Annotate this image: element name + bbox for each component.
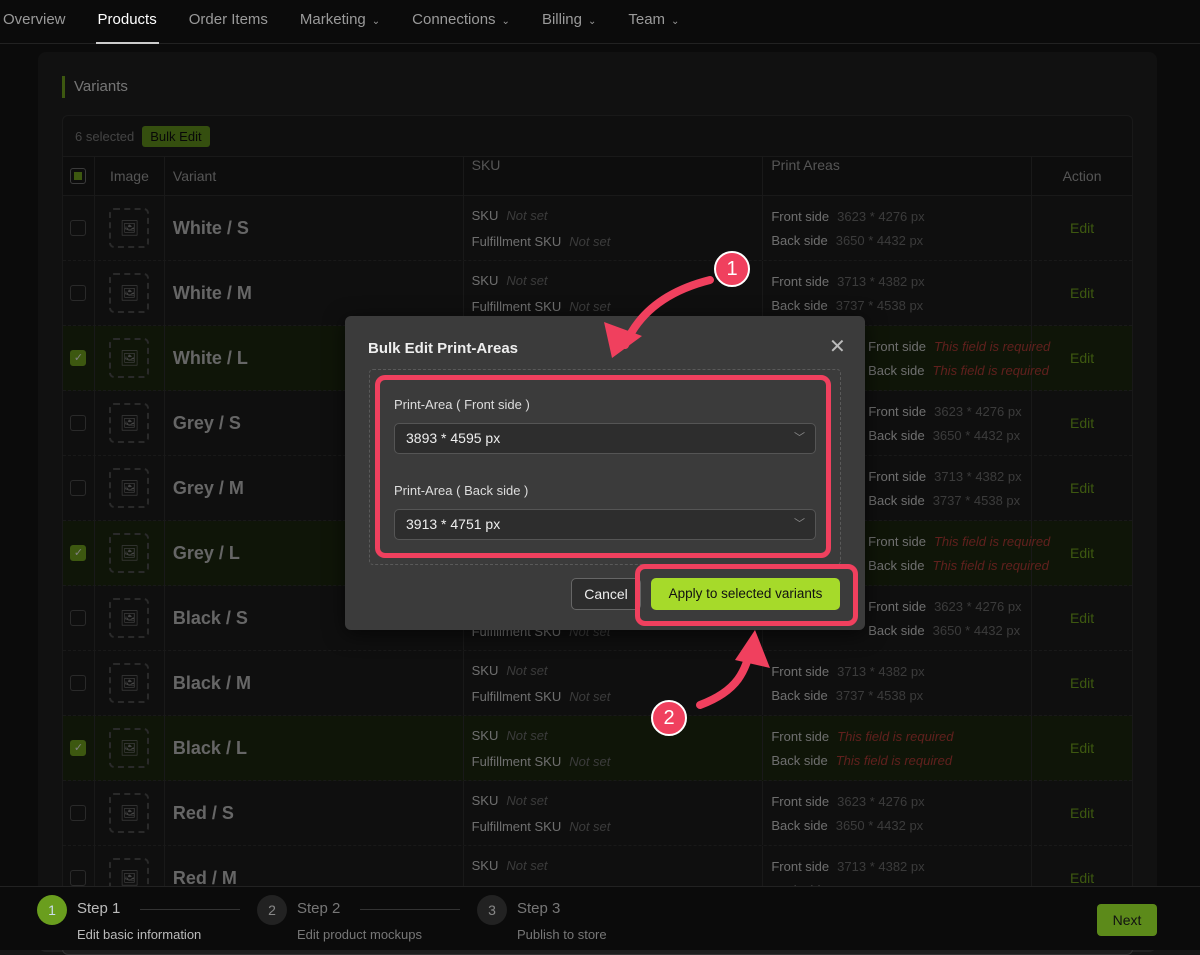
- stepper-footer: 1 Step 1 Edit basic information 2 Step 2 Edi…: [0, 886, 1200, 950]
- back-select[interactable]: 3913 * 4751 px ﹀: [394, 509, 816, 540]
- back-label: Print-Area ( Back side ): [394, 483, 529, 498]
- tab-connections[interactable]: Connections ⌄: [396, 0, 526, 44]
- step-connector: [140, 909, 240, 910]
- next-button[interactable]: Next: [1097, 904, 1157, 936]
- highlight-apply: [635, 564, 858, 626]
- cancel-button[interactable]: Cancel: [571, 578, 641, 610]
- chevron-down-icon: ⌄: [671, 16, 680, 27]
- step-title: Step 1: [77, 900, 121, 917]
- fields-container: [369, 369, 841, 565]
- step-number: 2: [257, 895, 287, 925]
- step-title: Step 3: [517, 900, 561, 917]
- front-label: Print-Area ( Front side ): [394, 397, 530, 412]
- front-select[interactable]: 3893 * 4595 px ﹀: [394, 423, 816, 454]
- close-icon[interactable]: ✕: [829, 336, 846, 358]
- chevron-down-icon: ⌄: [501, 16, 510, 27]
- step-connector: [360, 909, 460, 910]
- tab-billing[interactable]: Billing ⌄: [526, 0, 612, 44]
- tab-marketing[interactable]: Marketing ⌄: [284, 0, 396, 44]
- chevron-down-icon: ﹀: [794, 518, 805, 530]
- front-value: 3893 * 4595 px: [406, 430, 501, 446]
- highlight-fields: [375, 375, 831, 558]
- step-number: 3: [477, 895, 507, 925]
- tab-order-items[interactable]: Order Items: [173, 0, 284, 44]
- arrow-2-head: [735, 630, 770, 668]
- annotation-badge-1: 1: [714, 251, 750, 287]
- tab-team[interactable]: Team ⌄: [612, 0, 695, 44]
- tab-products[interactable]: Products: [82, 0, 173, 44]
- step-desc: Edit basic information: [77, 927, 202, 942]
- tab-label: Billing: [541, 11, 582, 28]
- step-number: 1: [37, 895, 67, 925]
- tab-label: Team: [628, 11, 666, 28]
- arrow-1-head: [604, 322, 642, 358]
- step-desc: Publish to store: [517, 927, 607, 942]
- bulk-edit-modal: Bulk Edit Print-Areas ✕ Print-Area ( Fro…: [345, 316, 865, 630]
- tab-label: Products: [97, 11, 157, 28]
- annotation-badge-2: 2: [651, 700, 687, 736]
- apply-button[interactable]: Apply to selected variants: [651, 578, 840, 610]
- step-desc: Edit product mockups: [297, 927, 423, 942]
- chevron-down-icon: ⌄: [371, 16, 381, 27]
- tab-label: Order Items: [188, 11, 268, 28]
- chevron-down-icon: ﹀: [794, 432, 805, 444]
- tab-label: Connections: [412, 11, 496, 28]
- modal-title: Bulk Edit Print-Areas: [368, 340, 519, 357]
- top-nav: Overview Products Order Items Marketing ⌄ Con…: [0, 0, 1200, 44]
- tab-overview[interactable]: Overview: [0, 0, 82, 44]
- step-title: Step 2: [297, 900, 341, 917]
- tab-label: Overview: [3, 11, 66, 28]
- chevron-down-icon: ⌄: [587, 16, 597, 27]
- back-value: 3913 * 4751 px: [406, 516, 501, 532]
- tab-label: Marketing: [299, 11, 366, 28]
